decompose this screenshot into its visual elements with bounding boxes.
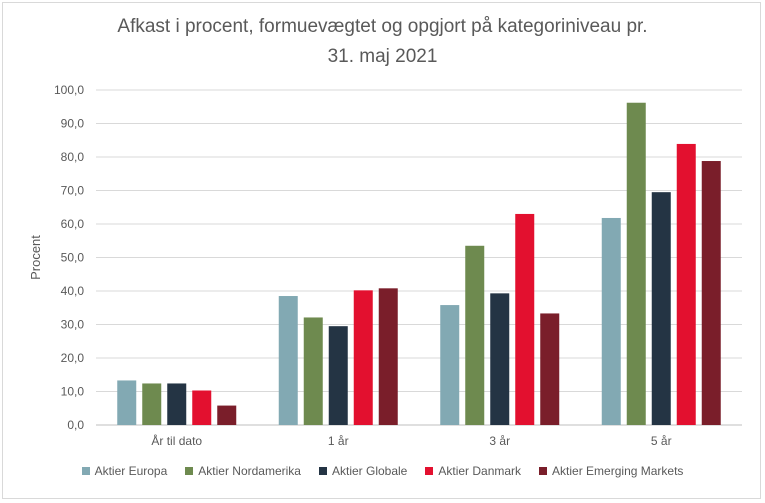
- legend-swatch: [425, 467, 434, 475]
- bar: [676, 143, 696, 425]
- y-tick-label: 20,0: [61, 351, 85, 365]
- legend-swatch: [81, 467, 90, 475]
- bar: [515, 213, 535, 425]
- x-tick-label: 5 år: [651, 434, 672, 448]
- bar: [167, 383, 187, 425]
- legend-label: Aktier Danmark: [438, 464, 522, 478]
- bar: [601, 217, 621, 425]
- legend-item: Aktier Danmark: [425, 464, 521, 478]
- legend-item: Aktier Nordamerika: [185, 464, 301, 478]
- legend-label: Aktier Emerging Markets: [552, 464, 684, 478]
- bar: [328, 326, 348, 425]
- y-tick-label: 90,0: [61, 117, 85, 131]
- y-axis-label: Procent: [28, 235, 43, 280]
- y-tick-label: 50,0: [61, 251, 85, 265]
- chart-title: Afkast i procent, formuevægtet og opgjor…: [0, 12, 765, 72]
- y-tick-label: 30,0: [61, 318, 85, 332]
- y-tick-label: 10,0: [61, 385, 85, 399]
- bar: [378, 288, 398, 425]
- bar: [303, 317, 323, 425]
- legend-item: Aktier Emerging Markets: [539, 464, 683, 478]
- bar: [651, 192, 671, 425]
- bar: [192, 390, 212, 425]
- y-tick-label: 60,0: [61, 217, 85, 231]
- legend-label: Aktier Nordamerika: [198, 464, 301, 478]
- bar: [142, 383, 162, 425]
- y-tick-label: 80,0: [61, 150, 85, 164]
- x-tick-label: 1 år: [328, 434, 349, 448]
- legend-swatch: [539, 467, 548, 475]
- bar: [701, 161, 721, 425]
- y-tick-label: 0,0: [67, 418, 84, 432]
- bar: [117, 380, 137, 425]
- bar: [540, 313, 560, 425]
- chart-legend: Aktier Europa Aktier Nordamerika Aktier Gl…: [0, 464, 765, 478]
- legend-label: Aktier Europa: [94, 464, 168, 478]
- bar: [353, 290, 373, 425]
- x-tick-label: År til dato: [151, 433, 202, 448]
- legend-item: Aktier Europa: [81, 464, 168, 478]
- bar: [440, 305, 460, 425]
- y-tick-label: 40,0: [61, 284, 85, 298]
- chart-title-line-1: Afkast i procent, formuevægtet og opgjor…: [117, 16, 648, 37]
- y-tick-label: 100,0: [54, 83, 84, 97]
- bar: [490, 293, 510, 425]
- x-tick-label: 3 år: [489, 434, 510, 448]
- legend-label: Aktier Globale: [331, 464, 408, 478]
- legend-swatch: [318, 467, 327, 475]
- bar: [626, 102, 646, 425]
- y-tick-label: 70,0: [61, 184, 85, 198]
- bar: [278, 296, 298, 425]
- bar: [217, 405, 237, 425]
- chart-title-line-2: 31. maj 2021: [327, 46, 438, 67]
- legend-swatch: [185, 467, 194, 475]
- bar: [465, 245, 485, 425]
- legend-item: Aktier Globale: [318, 464, 408, 478]
